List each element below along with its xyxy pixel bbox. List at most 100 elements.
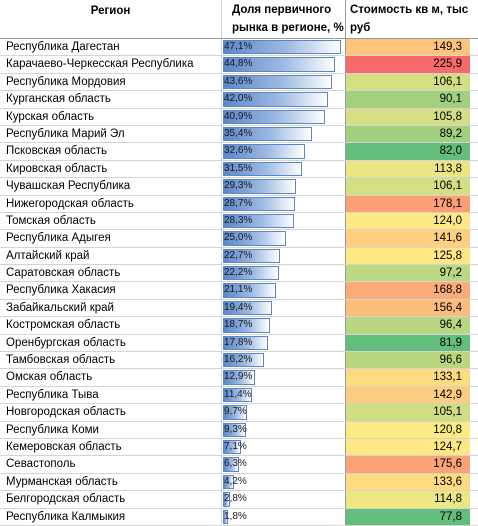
share-cell[interactable]: 22,2% (222, 265, 346, 282)
price-cell[interactable]: 124,0 (346, 212, 470, 230)
price-cell[interactable]: 96,4 (346, 317, 470, 334)
price-cell[interactable]: 90,1 (346, 91, 470, 108)
price-cell[interactable]: 97,2 (346, 265, 470, 282)
share-cell[interactable]: 11,4% (222, 386, 346, 404)
price-cell[interactable]: 106,1 (346, 73, 470, 91)
region-cell[interactable]: Псковская область (0, 143, 222, 160)
region-cell[interactable]: Новгородская область (0, 404, 222, 421)
price-cell[interactable]: 114,8 (346, 491, 470, 508)
price-cell[interactable]: 178,1 (346, 195, 470, 212)
share-value: 43,6% (224, 75, 253, 87)
table-row: Кировская область 31,5% 113,8 (0, 160, 478, 179)
share-cell[interactable]: 16,2% (222, 352, 346, 369)
share-cell[interactable]: 7,1% (222, 438, 346, 456)
share-cell[interactable]: 40,9% (222, 108, 346, 125)
share-cell[interactable]: 17,8% (222, 334, 346, 352)
region-cell[interactable]: Республика Марий Эл (0, 125, 222, 143)
region-cell[interactable]: Нижегородская область (0, 195, 222, 212)
share-value: 9,7% (224, 406, 247, 418)
share-cell[interactable]: 31,5% (222, 160, 346, 178)
header-price[interactable]: Стоимость кв м, тыс руб (350, 4, 469, 34)
price-cell[interactable]: 175,6 (346, 456, 470, 473)
share-data-bar (223, 318, 270, 333)
share-cell[interactable]: 18,7% (222, 317, 346, 334)
table-row: Костромская область 18,7% 96,4 (0, 317, 478, 335)
region-cell[interactable]: Республика Мордовия (0, 73, 222, 91)
region-cell[interactable]: Белгородская область (0, 491, 222, 508)
share-cell[interactable]: 2,8% (222, 491, 346, 508)
price-cell[interactable]: 96,6 (346, 352, 470, 369)
share-cell[interactable]: 1,8% (222, 508, 346, 525)
share-cell[interactable]: 32,6% (222, 143, 346, 160)
region-cell[interactable]: Курганская область (0, 91, 222, 108)
price-cell[interactable]: 168,8 (346, 282, 470, 299)
price-cell[interactable]: 106,1 (346, 178, 470, 195)
region-cell[interactable]: Чувашская Республика (0, 178, 222, 195)
price-cell[interactable]: 141,6 (346, 230, 470, 247)
share-cell[interactable]: 21,1% (222, 282, 346, 299)
share-value: 32,6% (224, 145, 253, 157)
region-cell[interactable]: Республика Дагестан (0, 39, 222, 56)
share-data-bar (223, 370, 256, 385)
region-cell[interactable]: Омская область (0, 369, 222, 386)
header-share[interactable]: Доля первичного рынка в регионе, % (222, 0, 346, 38)
share-cell[interactable]: 25,0% (222, 230, 346, 247)
region-cell[interactable]: Республика Калмыкия (0, 508, 222, 525)
share-value: 21,1% (224, 284, 253, 296)
share-cell[interactable]: 6,3% (222, 456, 346, 473)
region-cell[interactable]: Томская область (0, 212, 222, 230)
price-cell[interactable]: 225,9 (346, 56, 470, 73)
price-cell[interactable]: 149,3 (346, 39, 470, 56)
price-cell[interactable]: 125,8 (346, 247, 470, 265)
table-row: Алтайский край 22,7% 125,8 (0, 247, 478, 266)
region-cell[interactable]: Саратовская область (0, 265, 222, 282)
share-cell[interactable]: 19,4% (222, 299, 346, 317)
share-cell[interactable]: 35,4% (222, 125, 346, 143)
region-cell[interactable]: Оренбургская область (0, 334, 222, 352)
table-row: Псковская область 32,6% 82,0 (0, 143, 478, 161)
price-cell[interactable]: 81,9 (346, 334, 470, 352)
share-cell[interactable]: 12,9% (222, 369, 346, 386)
price-cell[interactable]: 105,8 (346, 108, 470, 125)
share-cell[interactable]: 29,3% (222, 178, 346, 195)
region-cell[interactable]: Кемеровская область (0, 438, 222, 456)
region-cell[interactable]: Мурманская область (0, 473, 222, 491)
share-cell[interactable]: 43,6% (222, 73, 346, 91)
price-cell[interactable]: 156,4 (346, 299, 470, 317)
share-cell[interactable]: 28,7% (222, 195, 346, 212)
region-cell[interactable]: Севастополь (0, 456, 222, 473)
header-region[interactable]: Регион (0, 0, 222, 38)
price-cell[interactable]: 105,1 (346, 404, 470, 421)
share-cell[interactable]: 44,8% (222, 56, 346, 73)
region-cell[interactable]: Кировская область (0, 160, 222, 178)
price-cell[interactable]: 133,1 (346, 369, 470, 386)
share-cell[interactable]: 4,2% (222, 473, 346, 491)
share-value: 44,8% (224, 58, 253, 70)
price-cell[interactable]: 82,0 (346, 143, 470, 160)
share-cell[interactable]: 9,7% (222, 404, 346, 421)
price-cell[interactable]: 142,9 (346, 386, 470, 404)
share-cell[interactable]: 9,3% (222, 421, 346, 438)
region-cell[interactable]: Республика Коми (0, 421, 222, 438)
price-cell[interactable]: 89,2 (346, 125, 470, 143)
region-cell[interactable]: Тамбовская область (0, 352, 222, 369)
price-cell[interactable]: 124,7 (346, 438, 470, 456)
price-cell[interactable]: 120,8 (346, 421, 470, 438)
region-cell[interactable]: Республика Хакасия (0, 282, 222, 299)
share-cell[interactable]: 28,3% (222, 212, 346, 230)
region-cell[interactable]: Республика Тыва (0, 386, 222, 404)
price-cell[interactable]: 113,8 (346, 160, 470, 178)
share-cell[interactable]: 42,0% (222, 91, 346, 108)
region-cell[interactable]: Курская область (0, 108, 222, 125)
share-data-bar (223, 213, 294, 229)
price-cell[interactable]: 133,6 (346, 473, 470, 491)
share-cell[interactable]: 22,7% (222, 247, 346, 265)
region-cell[interactable]: Алтайский край (0, 247, 222, 265)
price-cell[interactable]: 77,8 (346, 508, 470, 525)
region-cell[interactable]: Карачаево-Черкесская Республика (0, 56, 222, 73)
share-cell[interactable]: 47,1% (222, 39, 346, 56)
region-cell[interactable]: Костромская область (0, 317, 222, 334)
region-cell[interactable]: Республика Адыгея (0, 230, 222, 247)
region-cell[interactable]: Забайкальский край (0, 299, 222, 317)
share-data-bar (223, 492, 230, 507)
